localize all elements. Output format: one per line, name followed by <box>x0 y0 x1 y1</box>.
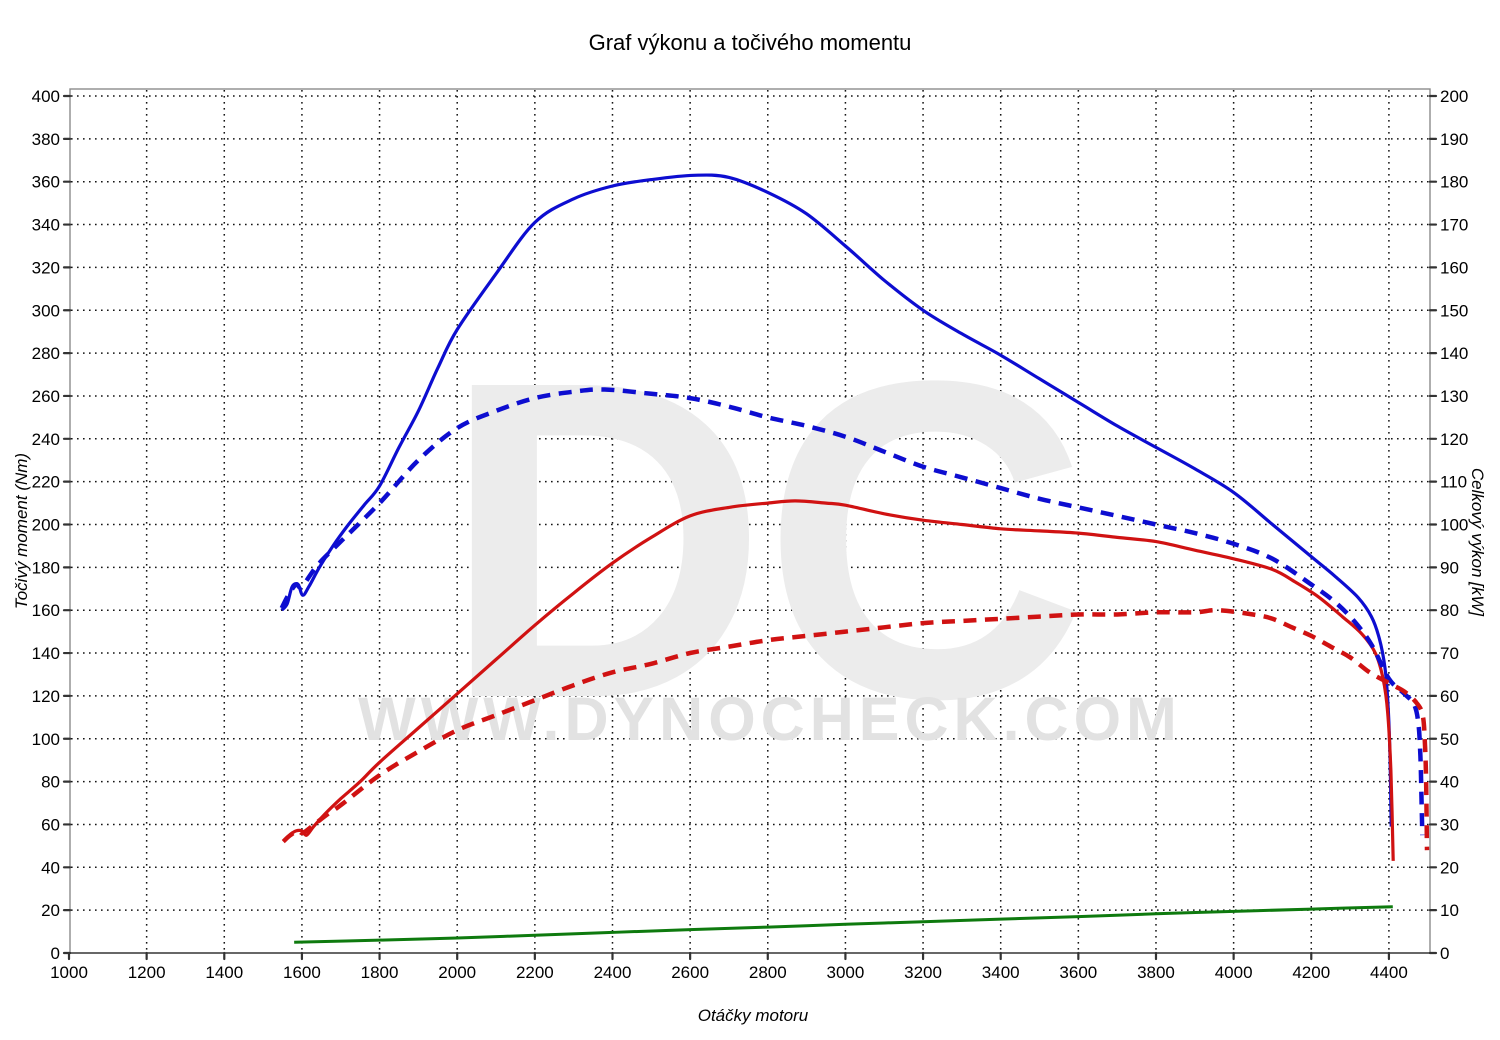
x-tick-label: 1000 <box>50 963 88 982</box>
y-left-tick-label: 120 <box>32 687 60 706</box>
y-right-tick-label: 150 <box>1440 301 1468 320</box>
y-right-tick-label: 130 <box>1440 387 1468 406</box>
curve-red_dashed <box>281 607 1430 851</box>
series-layer <box>279 173 1430 944</box>
x-tick-label: 2400 <box>594 963 632 982</box>
y-right-tick-label: 10 <box>1440 901 1459 920</box>
curve-blue_solid <box>280 173 1393 827</box>
y-left-tick-label: 360 <box>32 173 60 192</box>
y-right-tick-label: 100 <box>1440 516 1468 535</box>
y-right-tick-label: 20 <box>1440 858 1459 877</box>
y-left-tick-label: 200 <box>32 516 60 535</box>
y-left-tick-label: 240 <box>32 430 60 449</box>
y-left-tick-label: 80 <box>41 773 60 792</box>
x-tick-label: 3600 <box>1059 963 1097 982</box>
y-right-tick-label: 90 <box>1440 558 1459 577</box>
y-right-tick-label: 30 <box>1440 815 1459 834</box>
y-left-tick-label: 0 <box>51 944 60 963</box>
x-tick-label: 3400 <box>982 963 1020 982</box>
y-left-tick-label: 160 <box>32 601 60 620</box>
curve-red_solid <box>282 499 1395 861</box>
grid-layer <box>71 90 1429 952</box>
y-left-tick-label: 320 <box>32 258 60 277</box>
y-left-tick-label: 380 <box>32 130 60 149</box>
y-right-tick-label: 60 <box>1440 687 1459 706</box>
x-tick-label: 1400 <box>205 963 243 982</box>
y-left-tick-label: 280 <box>32 344 60 363</box>
watermark-url-text: WWW.DYNOCHECK.COM <box>358 685 1182 753</box>
y-left-tick-label: 220 <box>32 473 60 492</box>
x-tick-label: 1600 <box>283 963 321 982</box>
y-left-tick-label: 180 <box>32 558 60 577</box>
y-left-tick-label: 400 <box>32 87 60 106</box>
axes-layer <box>62 88 1438 961</box>
y-left-tick-label: 260 <box>32 387 60 406</box>
watermark-dc-text: DC <box>442 287 1083 792</box>
y-right-tick-label: 170 <box>1440 216 1468 235</box>
y-right-tick-label: 190 <box>1440 130 1468 149</box>
x-tick-label: 4400 <box>1370 963 1408 982</box>
y-right-tick-label: 70 <box>1440 644 1459 663</box>
x-tick-label: 1200 <box>128 963 166 982</box>
chart-title: Graf výkonu a točivého momentu <box>588 30 912 55</box>
x-tick-label: 4200 <box>1292 963 1330 982</box>
y-right-tick-label: 0 <box>1440 944 1449 963</box>
y-right-tick-label: 200 <box>1440 87 1468 106</box>
x-axis-title: Otáčky motoru <box>697 1006 809 1025</box>
y-left-tick-label: 140 <box>32 644 60 663</box>
y-left-tick-label: 100 <box>32 730 60 749</box>
x-tick-label: 2600 <box>671 963 709 982</box>
x-tick-label: 4000 <box>1215 963 1253 982</box>
y-left-tick-label: 300 <box>32 301 60 320</box>
x-tick-label: 3200 <box>904 963 942 982</box>
y-left-tick-label: 40 <box>41 858 60 877</box>
curve-blue_dashed <box>279 387 1425 836</box>
y-right-tick-label: 160 <box>1440 258 1468 277</box>
curve-green_solid <box>294 905 1393 944</box>
y-right-tick-label: 120 <box>1440 430 1468 449</box>
y-right-tick-label: 140 <box>1440 344 1468 363</box>
x-tick-label: 2200 <box>516 963 554 982</box>
x-tick-label: 1800 <box>361 963 399 982</box>
y-right-tick-label: 80 <box>1440 601 1459 620</box>
y-right-tick-label: 180 <box>1440 173 1468 192</box>
y-right-tick-label: 40 <box>1440 773 1459 792</box>
y-left-tick-label: 60 <box>41 815 60 834</box>
x-tick-label: 2800 <box>749 963 787 982</box>
y-right-tick-label: 110 <box>1440 473 1467 492</box>
y-right-tick-label: 50 <box>1440 730 1459 749</box>
x-tick-label: 3800 <box>1137 963 1175 982</box>
y-left-tick-label: 340 <box>32 216 60 235</box>
x-tick-label: 3000 <box>827 963 865 982</box>
x-tick-label: 2000 <box>438 963 476 982</box>
y-left-tick-label: 20 <box>41 901 60 920</box>
